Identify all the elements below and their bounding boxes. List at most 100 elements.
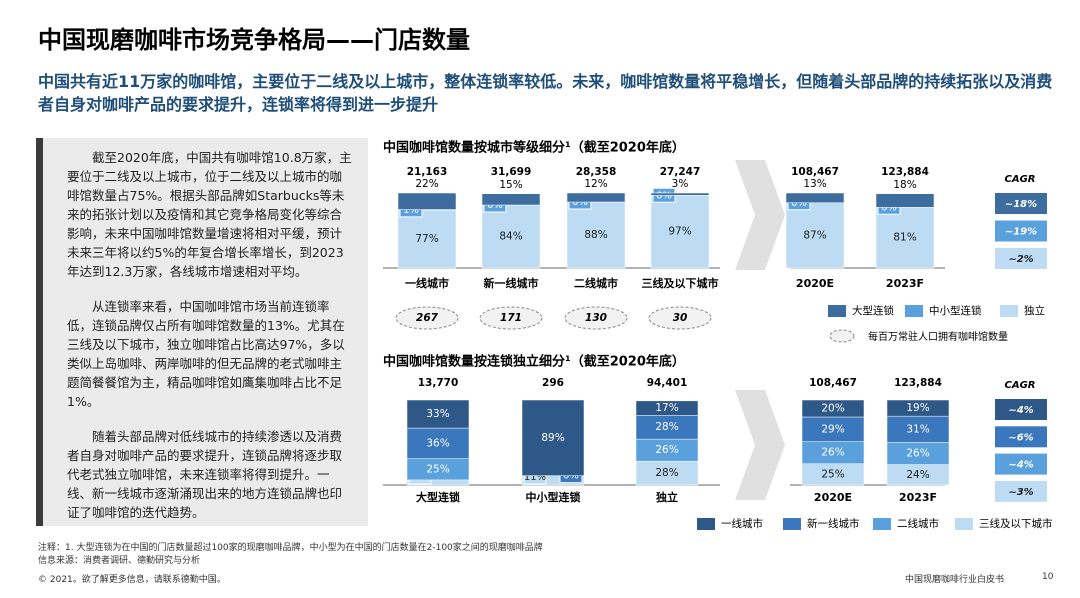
- legend-swatch: [783, 518, 801, 530]
- density-badge: [395, 306, 459, 330]
- x-tick-label: 三线及以下城市: [642, 276, 719, 290]
- density-legend-label: 每百万常驻人口拥有咖啡馆数量: [868, 330, 1008, 343]
- cagr-label: CAGR: [1005, 380, 1036, 391]
- cagr-value: ~4%: [1008, 405, 1033, 416]
- x-tick-label: 大型连锁: [416, 490, 460, 504]
- value-label: 97%: [668, 226, 691, 238]
- value-label: 29%: [821, 423, 844, 435]
- value-label: 13%: [803, 178, 826, 190]
- page-number: 10: [1042, 572, 1054, 582]
- bar-segment: [875, 207, 935, 269]
- report-name: 中国现磨咖啡行业白皮书: [905, 575, 1005, 585]
- cagr-box: [995, 399, 1047, 420]
- cagr-value: ~6%: [1008, 432, 1033, 443]
- bar-segment: [521, 399, 585, 476]
- value-label: 20%: [821, 403, 844, 415]
- x-tick-label: 一线城市: [405, 276, 449, 290]
- legend-swatch: [905, 305, 923, 317]
- density-value: 171: [500, 312, 522, 324]
- bar-segment: [397, 210, 457, 269]
- value-label: 0%: [487, 200, 503, 211]
- value-label: 12%: [584, 178, 607, 190]
- value-label: 77%: [415, 233, 438, 245]
- total-label: 28,358: [576, 166, 617, 178]
- summary-box: 截至2020年底，中国共有咖啡馆10.8万家，主要位于二线及以上城市，位于二线及…: [36, 138, 368, 526]
- value-label: 24%: [906, 469, 929, 481]
- legend-label: 中小型连锁: [929, 304, 982, 317]
- total-label: 31,699: [491, 166, 532, 178]
- value-label: 1%: [403, 205, 419, 216]
- value-label: 0%: [656, 190, 672, 201]
- total-label: 21,163: [407, 166, 448, 178]
- bar-segment: [481, 193, 541, 206]
- legend-swatch: [1000, 305, 1018, 317]
- density-badge: [479, 306, 543, 330]
- value-label: 0%: [791, 198, 807, 209]
- paragraph: 从连锁率来看，中国咖啡馆市场当前连锁率低，连锁品牌仅占所有咖啡馆数量的13%。尤…: [67, 299, 345, 409]
- value-label: 19%: [906, 402, 929, 414]
- value-label: 0%: [881, 202, 897, 213]
- legend-label: 二线城市: [897, 517, 939, 530]
- value-label: 3%: [672, 178, 689, 190]
- legend-swatch: [828, 305, 846, 317]
- value-label: 18%: [893, 179, 916, 191]
- cagr-box: [995, 480, 1047, 502]
- chart-title: 中国咖啡馆数量按连锁独立细分¹（截至2020年底）: [383, 354, 685, 370]
- value-label: 81%: [893, 232, 916, 244]
- bar-segment: [635, 400, 699, 416]
- value-label: 26%: [906, 448, 929, 460]
- x-tick-label: 新一线城市: [484, 276, 539, 290]
- bar-segment: [566, 192, 626, 203]
- bar-segment: [875, 193, 935, 208]
- total-label: 123,884: [881, 166, 929, 178]
- legend-label: 新一线城市: [807, 517, 860, 530]
- cagr-value: ~18%: [1005, 199, 1037, 210]
- subtitle: 中国共有近11万家的咖啡馆，主要位于二线及以上城市，整体连锁率较低。未来，咖啡馆…: [38, 72, 1053, 114]
- value-label: 88%: [584, 229, 607, 241]
- value-label: 11%: [524, 472, 546, 483]
- notes: 注释：1. 大型连锁为在中国的门店数量超过100家的现磨咖啡品牌，中小型为在中国…: [38, 543, 543, 553]
- copyright: © 2021。欲了解更多信息，请联系德勤中国。: [38, 575, 226, 585]
- value-label: 36%: [426, 437, 449, 449]
- bar-segment: [397, 192, 457, 210]
- cagr-box: [995, 220, 1047, 242]
- arrow: [735, 390, 785, 500]
- x-tick-label: 中小型连锁: [526, 490, 581, 504]
- density-value: 130: [585, 312, 607, 324]
- legend-label: 一线城市: [721, 517, 763, 530]
- bar-segment: [886, 399, 950, 417]
- value-label: 0%: [563, 471, 579, 482]
- x-tick-label: 2023F: [886, 277, 924, 290]
- arrow: [735, 160, 785, 270]
- legend-label: 大型连锁: [852, 304, 894, 317]
- paragraph: 截至2020年底，中国共有咖啡馆10.8万家，主要位于二线及以上城市，位于二线及…: [67, 150, 352, 279]
- bar-segment: [785, 192, 845, 203]
- total-label: 123,884: [894, 377, 942, 389]
- bar-segment: [566, 201, 626, 269]
- legend-label: 独立: [1024, 304, 1045, 317]
- value-label: 26%: [655, 444, 678, 456]
- bar-segment: [801, 399, 865, 418]
- total-label: 94,401: [647, 377, 688, 389]
- density-value: 30: [673, 312, 688, 324]
- cagr-box: [995, 453, 1047, 475]
- cagr-value: ~3%: [1008, 487, 1033, 498]
- total-label: 108,467: [791, 166, 839, 178]
- chart-title: 中国咖啡馆数量按城市等级细分¹（截至2020年底）: [383, 140, 685, 156]
- legend-swatch: [697, 518, 715, 530]
- density-badge: [648, 306, 712, 330]
- x-tick-label: 独立: [655, 490, 678, 504]
- cagr-label: CAGR: [1005, 174, 1036, 185]
- x-tick-label: 2023F: [899, 491, 937, 504]
- cagr-box: [995, 426, 1047, 448]
- total-label: 13,770: [418, 377, 459, 389]
- value-label: 25%: [426, 463, 449, 475]
- value-label: 0%: [572, 197, 588, 208]
- density-legend-icon: [829, 329, 855, 343]
- x-tick-label: 2020E: [796, 277, 834, 290]
- x-tick-label: 二线城市: [574, 276, 618, 290]
- value-label: 17%: [655, 402, 678, 414]
- legend-swatch: [955, 518, 973, 530]
- bar-segment: [406, 399, 470, 429]
